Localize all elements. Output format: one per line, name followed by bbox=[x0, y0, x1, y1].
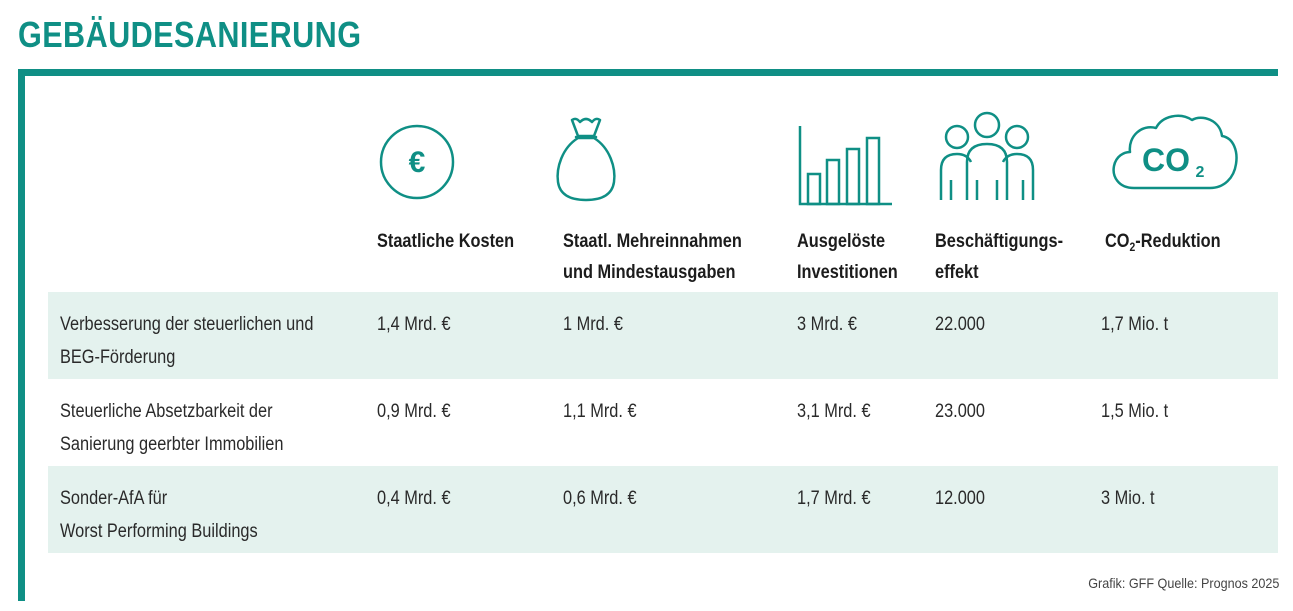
header-co2-sub: 2 bbox=[1129, 240, 1136, 254]
svg-text:2: 2 bbox=[1196, 164, 1205, 181]
column-header-beschaeftigung: Beschäftigungs- effekt bbox=[935, 226, 1063, 288]
column-header-mehreinnahmen: Staatl. Mehreinnahmen und Mindestausgabe… bbox=[563, 226, 742, 288]
column-header-co2-reduktion: CO2-Reduktion bbox=[1105, 226, 1221, 257]
header-line: effekt bbox=[935, 262, 979, 283]
desc-line: Steuerliche Absetzbarkeit der bbox=[60, 401, 273, 422]
source-credit: Grafik: GFF Quelle: Prognos 2025 bbox=[1087, 575, 1279, 591]
desc-line: Worst Performing Buildings bbox=[60, 521, 258, 542]
row-description: Steuerliche Absetzbarkeit der Sanierung … bbox=[60, 395, 283, 461]
column-header-staatliche-kosten: Staatliche Kosten bbox=[377, 226, 514, 257]
cell-beschaeftigung: 12.000 bbox=[935, 488, 985, 509]
cell-mehreinnahmen: 1,1 Mrd. € bbox=[563, 401, 637, 422]
header-co2-post: -Reduktion bbox=[1135, 231, 1221, 252]
cell-mehreinnahmen: 0,6 Mrd. € bbox=[563, 488, 637, 509]
desc-line: BEG-Förderung bbox=[60, 347, 176, 368]
money-bag-icon bbox=[556, 117, 616, 202]
cell-staatliche-kosten: 1,4 Mrd. € bbox=[377, 314, 451, 335]
header-co2-pre: CO bbox=[1105, 231, 1130, 252]
header-line: Beschäftigungs- bbox=[935, 231, 1064, 252]
cell-staatliche-kosten: 0,9 Mrd. € bbox=[377, 401, 451, 422]
header-line: Staatl. Mehreinnahmen bbox=[563, 231, 742, 252]
people-group-icon bbox=[939, 111, 1035, 200]
header-line: und Mindestausgaben bbox=[563, 262, 736, 283]
cell-mehreinnahmen: 1 Mrd. € bbox=[563, 314, 623, 335]
desc-line: Verbesserung der steuerlichen und bbox=[60, 314, 314, 335]
left-rule bbox=[18, 69, 25, 601]
cell-staatliche-kosten: 0,4 Mrd. € bbox=[377, 488, 451, 509]
row-description: Verbesserung der steuerlichen und BEG-Fö… bbox=[60, 308, 313, 374]
cell-co2-reduktion: 1,5 Mio. t bbox=[1101, 401, 1169, 422]
table-row: Verbesserung der steuerlichen und BEG-Fö… bbox=[48, 292, 1278, 379]
cell-beschaeftigung: 23.000 bbox=[935, 401, 985, 422]
euro-circle-icon: € bbox=[379, 124, 455, 200]
cell-investitionen: 3 Mrd. € bbox=[797, 314, 857, 335]
svg-text:€: € bbox=[409, 146, 426, 179]
column-header-investitionen: Ausgelöste Investitionen bbox=[797, 226, 898, 288]
cell-investitionen: 3,1 Mrd. € bbox=[797, 401, 871, 422]
row-description: Sonder-AfA für Worst Performing Building… bbox=[60, 482, 258, 548]
cell-co2-reduktion: 1,7 Mio. t bbox=[1101, 314, 1169, 335]
header-line: Staatliche Kosten bbox=[377, 231, 515, 252]
bar-chart-icon bbox=[798, 126, 892, 206]
cell-beschaeftigung: 22.000 bbox=[935, 314, 985, 335]
cell-investitionen: 1,7 Mrd. € bbox=[797, 488, 871, 509]
top-rule bbox=[18, 69, 1278, 76]
desc-line: Sanierung geerbter Immobilien bbox=[60, 434, 284, 455]
page-title: GEBÄUDESANIERUNG bbox=[18, 14, 362, 55]
desc-line: Sonder-AfA für bbox=[60, 488, 168, 509]
cell-co2-reduktion: 3 Mio. t bbox=[1101, 488, 1155, 509]
co2-cloud-icon: CO 2 bbox=[1112, 114, 1238, 190]
table-row: Steuerliche Absetzbarkeit der Sanierung … bbox=[48, 379, 1278, 466]
header-line: Investitionen bbox=[797, 262, 898, 283]
svg-text:CO: CO bbox=[1142, 142, 1190, 178]
header-line: Ausgelöste bbox=[797, 231, 886, 252]
table-row: Sonder-AfA für Worst Performing Building… bbox=[48, 466, 1278, 553]
